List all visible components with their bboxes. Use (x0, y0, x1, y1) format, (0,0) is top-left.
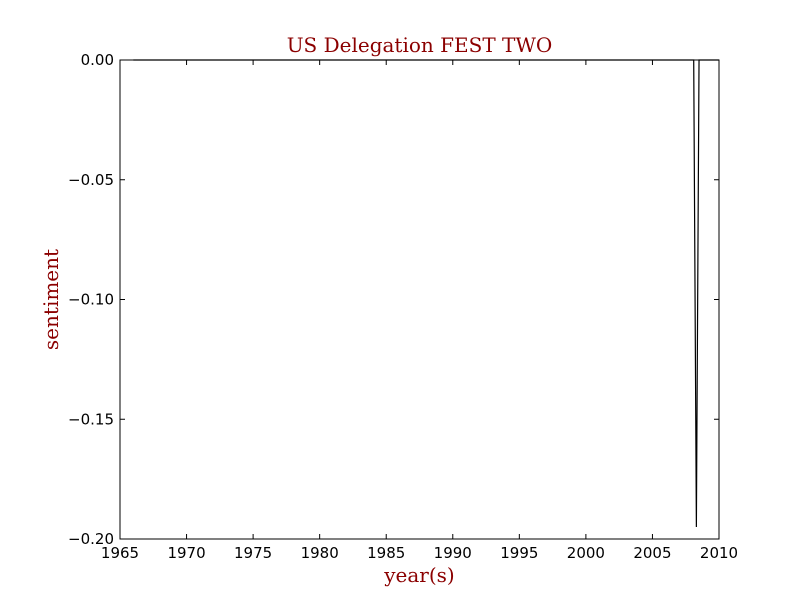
x-tick-label: 1975 (234, 544, 272, 562)
x-tick-label: 2005 (633, 544, 671, 562)
x-tick-label: 1995 (500, 544, 538, 562)
series-line (133, 59, 719, 528)
x-tick-label: 1980 (301, 544, 339, 562)
y-tick-label: −0.15 (68, 410, 114, 428)
x-tick-label: 2010 (700, 544, 738, 562)
x-tick-label: 1985 (367, 544, 405, 562)
y-tick-label: −0.05 (68, 171, 114, 189)
x-axis-title: year(s) (383, 563, 455, 587)
y-axis-title: sentiment (39, 249, 63, 350)
plot-frame (119, 59, 720, 540)
series-layer (133, 59, 719, 528)
x-tick-label: 1965 (101, 544, 139, 562)
chart-title: US Delegation FEST TWO (287, 33, 553, 57)
y-tick-label: −0.10 (68, 291, 114, 309)
x-tick-label: 2000 (567, 544, 605, 562)
y-tick-label: −0.20 (68, 530, 114, 548)
y-tick-label: 0.00 (81, 51, 114, 69)
ticks-layer: 1965 1970 1975 1980 1985 1990 1995 2000 2005 2010… (68, 51, 738, 562)
x-tick-label: 1990 (434, 544, 472, 562)
x-tick-label: 1970 (167, 544, 205, 562)
